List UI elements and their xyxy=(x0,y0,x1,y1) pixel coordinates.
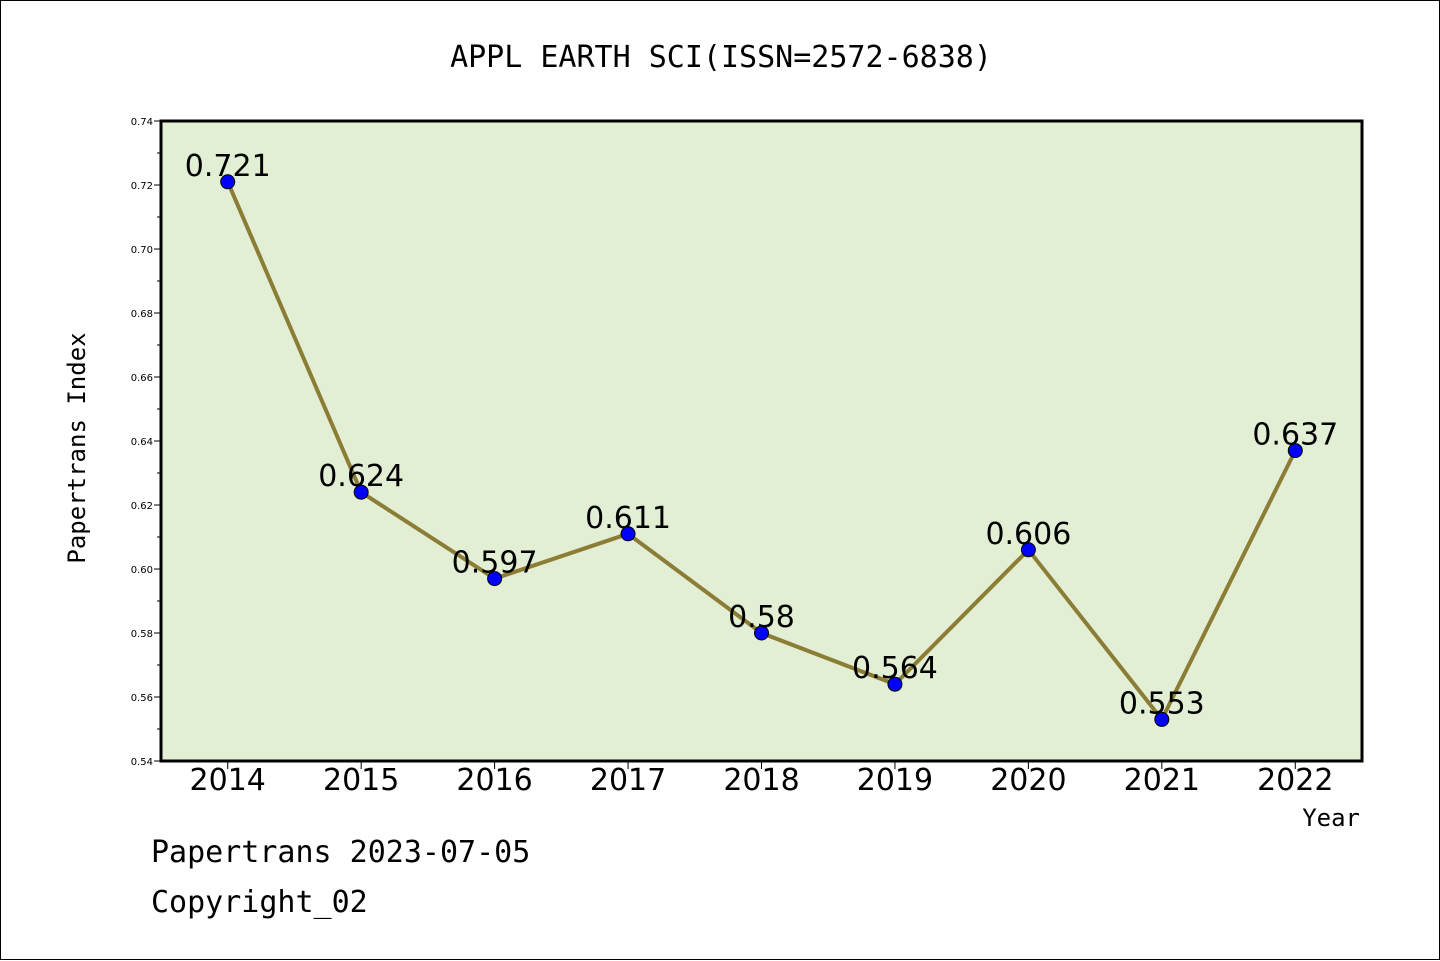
y-tick-label: 0.74 xyxy=(131,117,153,128)
data-point xyxy=(1154,711,1170,727)
x-tick-label: 2014 xyxy=(190,763,266,798)
y-tick-label: 0.62 xyxy=(131,501,153,512)
y-axis-ticks: 0.54 0.56 0.58 0.60 0.62 0.64 0.66 0.68 0.70 0.72… xyxy=(131,117,161,768)
y-tick-label: 0.64 xyxy=(131,437,153,448)
data-label: 0.611 xyxy=(585,501,671,536)
footer-date: Papertrans 2023-07-05 xyxy=(151,835,531,870)
chart-title: APPL EARTH SCI(ISSN=2572-6838) xyxy=(450,40,992,75)
y-tick-label: 0.70 xyxy=(131,245,153,256)
x-axis-ticks: 2014 2015 2016 2017 2018 2019 2020 2021 2022 xyxy=(190,761,1333,798)
data-point xyxy=(487,571,503,587)
y-tick-label: 0.54 xyxy=(131,757,153,768)
y-tick-label: 0.58 xyxy=(131,629,153,640)
footer-copyright: Copyright_02 xyxy=(151,885,368,920)
x-tick-label: 2018 xyxy=(723,763,799,798)
data-label: 0.721 xyxy=(185,149,271,184)
data-point xyxy=(1287,443,1303,459)
y-tick-label: 0.68 xyxy=(131,309,153,320)
x-tick-label: 2021 xyxy=(1124,763,1200,798)
data-label: 0.553 xyxy=(1119,686,1205,721)
y-tick-label: 0.56 xyxy=(131,693,153,704)
data-label: 0.564 xyxy=(852,651,938,686)
data-point xyxy=(620,526,636,542)
data-label: 0.624 xyxy=(318,459,404,494)
data-label: 0.597 xyxy=(452,546,538,581)
data-point xyxy=(887,676,903,692)
data-point xyxy=(353,484,369,500)
series-line-group xyxy=(220,174,1303,727)
data-label: 0.637 xyxy=(1252,418,1338,453)
x-tick-label: 2015 xyxy=(323,763,399,798)
data-labels-group: 0.721 0.624 0.597 0.611 0.58 0.564 0.606 0.553 0… xyxy=(185,149,1338,722)
data-label: 0.58 xyxy=(728,600,795,635)
x-tick-label: 2020 xyxy=(990,763,1066,798)
data-label: 0.606 xyxy=(985,517,1071,552)
x-tick-label: 2016 xyxy=(456,763,532,798)
data-point xyxy=(1020,542,1036,558)
data-point xyxy=(754,625,769,641)
data-point xyxy=(220,174,236,190)
x-axis-label: Year xyxy=(1302,804,1360,832)
x-tick-label: 2019 xyxy=(857,763,933,798)
y-tick-label: 0.60 xyxy=(131,565,153,576)
y-tick-label: 0.66 xyxy=(131,373,153,384)
plot-area xyxy=(159,119,1364,763)
y-tick-label: 0.72 xyxy=(131,181,153,192)
x-tick-label: 2017 xyxy=(590,763,666,798)
x-tick-label: 2022 xyxy=(1257,763,1333,798)
y-axis-label: Papertrans Index xyxy=(63,332,91,563)
